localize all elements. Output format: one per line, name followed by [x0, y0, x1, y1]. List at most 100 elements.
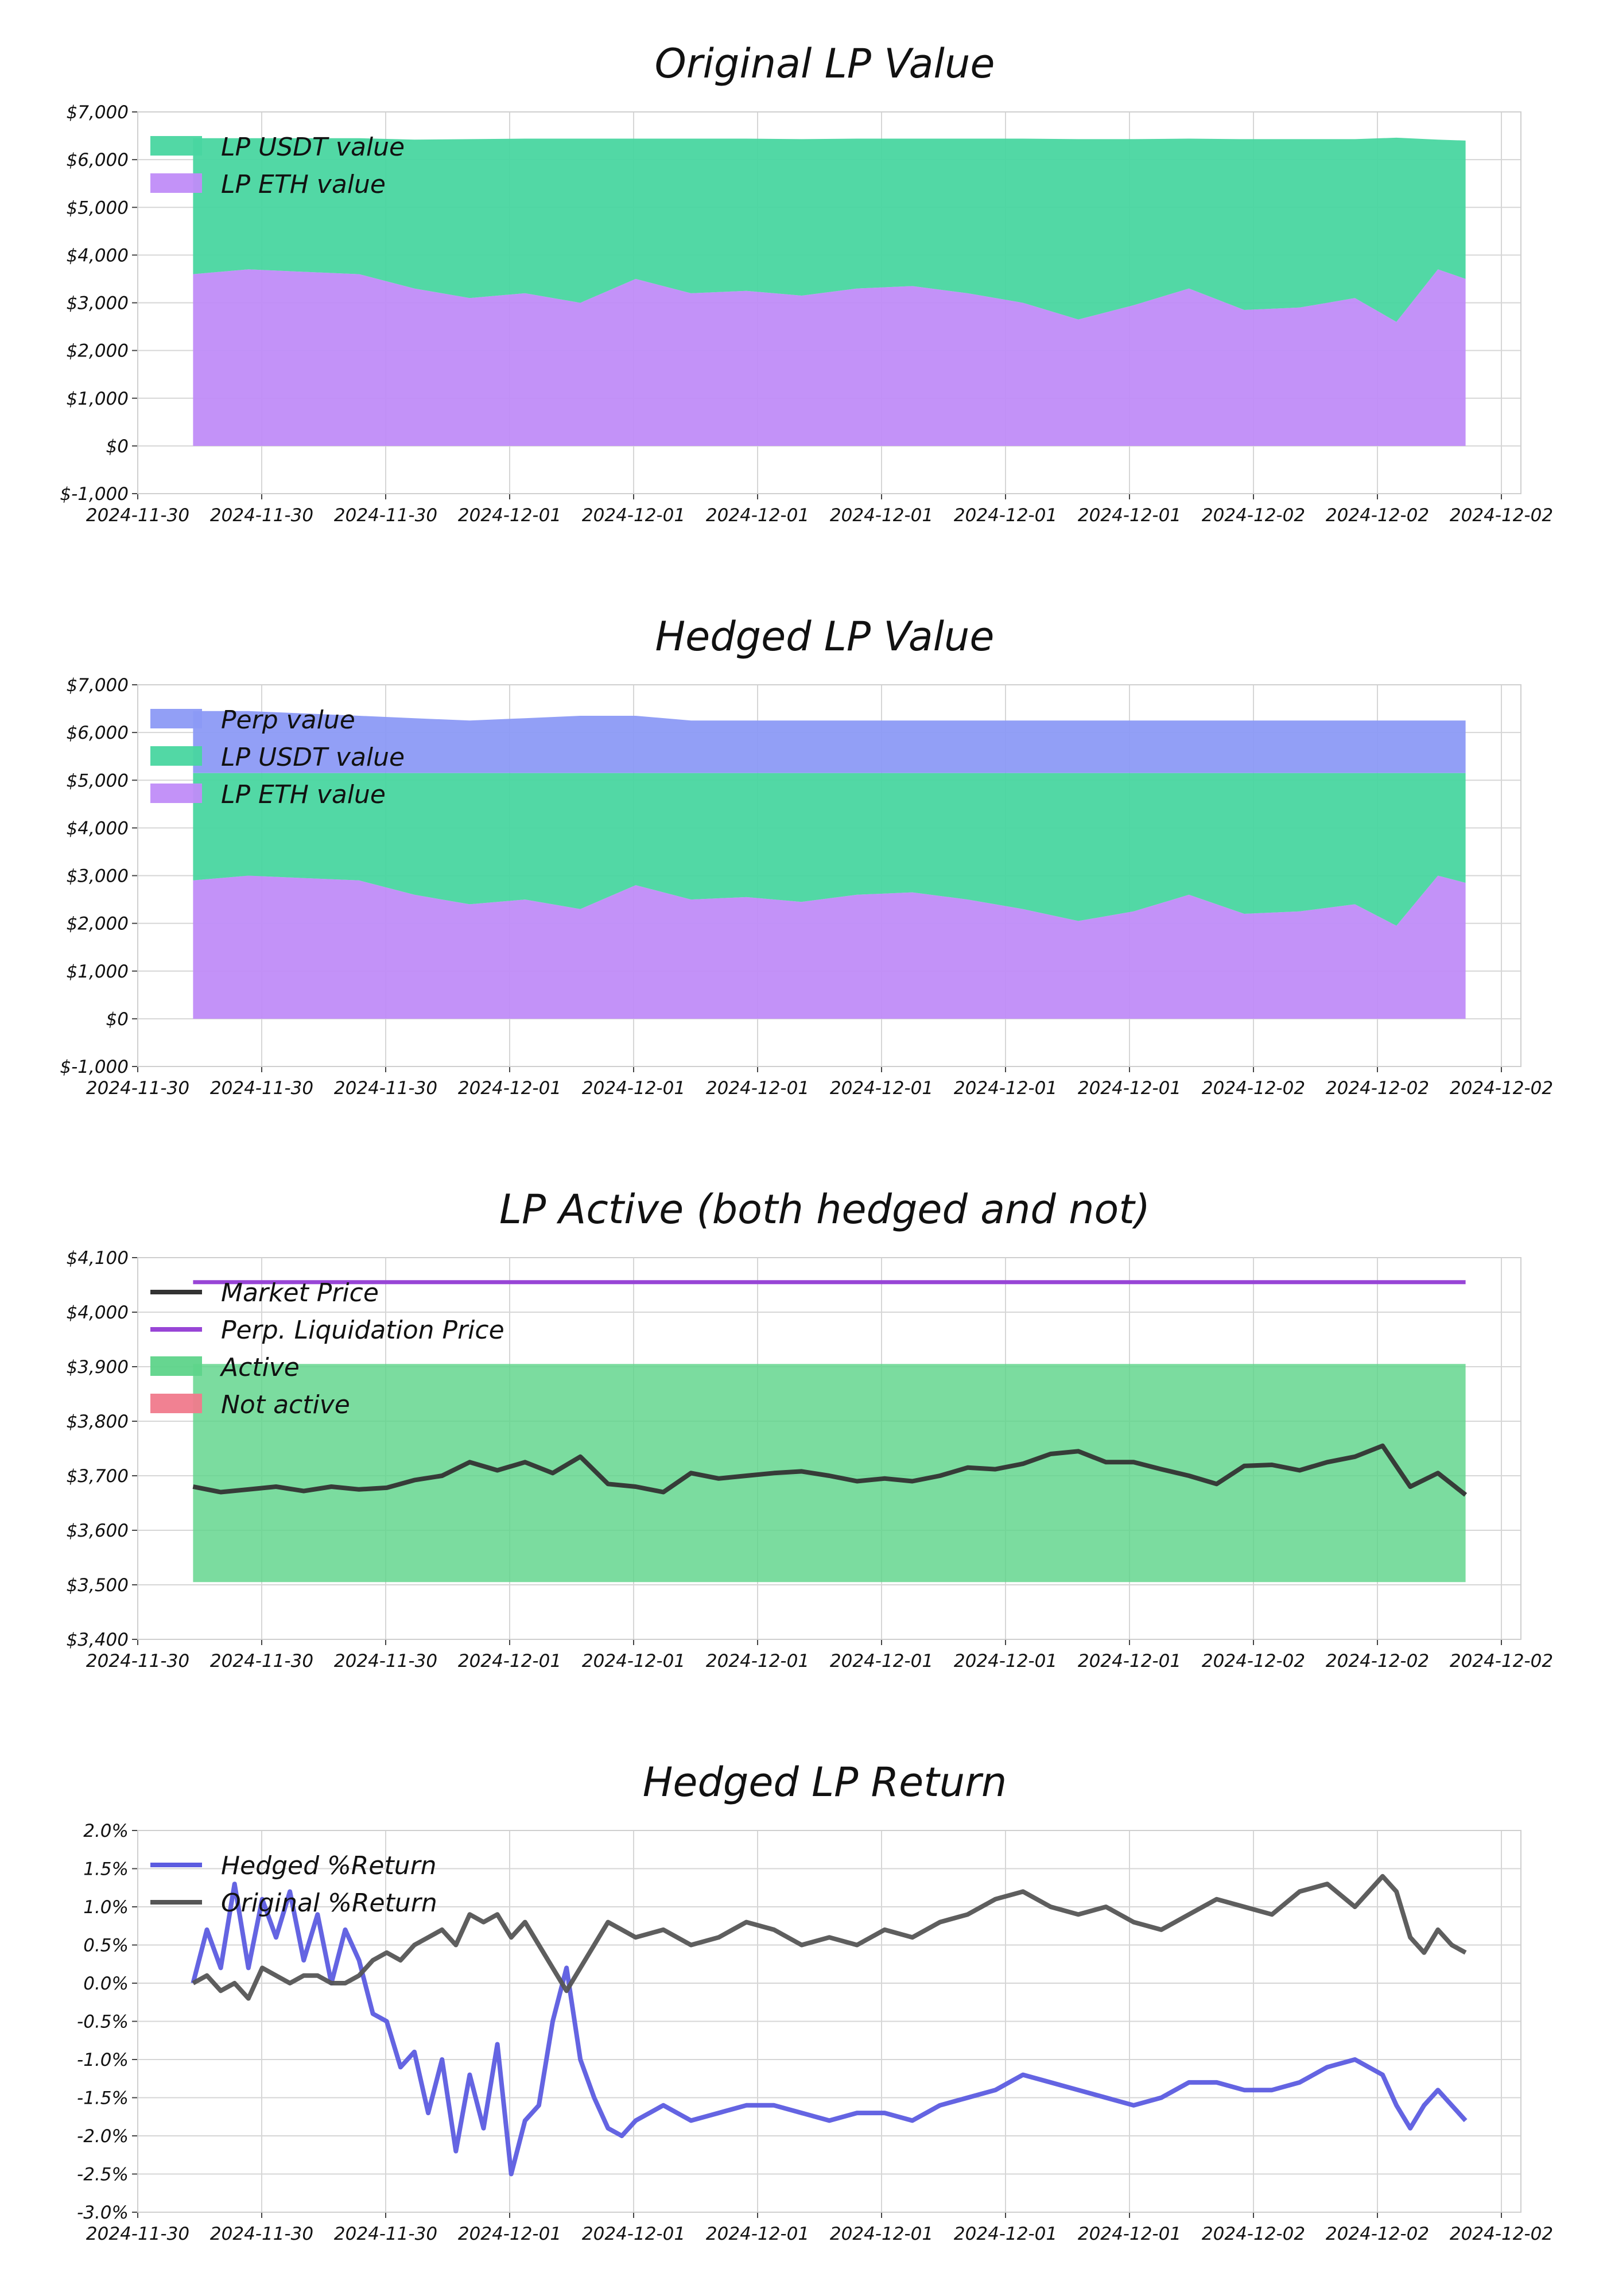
x-tick-label: 2024-12-01 [706, 2224, 809, 2244]
y-tick-label: $6,000 [67, 150, 129, 170]
x-tick-label: 2024-12-01 [458, 1078, 561, 1099]
legend-swatch [150, 173, 202, 193]
y-tick-label: $6,000 [67, 723, 129, 743]
x-tick-label: 2024-12-01 [954, 505, 1057, 526]
legend-label: Market Price [221, 1278, 379, 1308]
chart-title: Original LP Value [655, 40, 995, 87]
legend-swatch [150, 1356, 202, 1376]
legend-swatch [150, 1394, 202, 1413]
y-tick-label: 0.0% [83, 1973, 129, 1994]
chart-title: Hedged LP Return [643, 1759, 1007, 1806]
x-tick-label: 2024-11-30 [210, 2224, 313, 2244]
y-tick-label: $4,100 [67, 1248, 129, 1269]
legend-label: Perp. Liquidation Price [221, 1316, 504, 1345]
legend-label: LP ETH value [221, 170, 386, 199]
x-tick-label: 2024-12-01 [1078, 505, 1181, 526]
y-tick-label: $5,000 [67, 197, 129, 218]
y-tick-label: $3,600 [67, 1521, 129, 1541]
x-tick-label: 2024-11-30 [86, 2224, 189, 2244]
x-tick-label: 2024-11-30 [210, 505, 313, 526]
legend-label: LP USDT value [221, 743, 405, 772]
y-tick-label: -2.5% [77, 2165, 129, 2185]
y-tick-label: $2,000 [67, 914, 129, 934]
line-hedged-return [191, 1882, 1468, 2177]
x-tick-label: 2024-12-02 [1202, 505, 1305, 526]
y-tick-label: $4,000 [67, 1302, 129, 1323]
x-tick-label: 2024-12-01 [582, 505, 685, 526]
x-tick-label: 2024-12-01 [582, 1651, 685, 1671]
y-tick-label: $3,000 [67, 866, 129, 887]
legend-label: Perp value [221, 705, 355, 735]
y-tick-label: 1.5% [83, 1859, 129, 1880]
y-tick-label: $7,000 [67, 102, 129, 123]
y-tick-label: -3.0% [77, 2202, 129, 2223]
x-tick-label: 2024-12-01 [1078, 2224, 1181, 2244]
x-tick-label: 2024-12-01 [706, 1651, 809, 1671]
y-tick-label: 0.5% [83, 1936, 129, 1956]
legend-label: Hedged %Return [221, 1851, 437, 1880]
x-tick-label: 2024-12-02 [1326, 1078, 1429, 1099]
y-tick-label: $1,000 [67, 961, 129, 982]
x-tick-label: 2024-12-01 [954, 1078, 1057, 1099]
chart-1: Original LP Value $-1,000 $0 $1,000 $2,000 $3… [60, 40, 1553, 526]
y-tick-label: $2,000 [67, 341, 129, 362]
line-market-price [192, 1443, 1468, 1497]
y-tick-label: 2.0% [83, 1821, 129, 1841]
chart-title: Hedged LP Value [655, 613, 995, 660]
chart-3: LP Active (both hedged and not) $3,400 $3,… [67, 1186, 1554, 1671]
x-tick-label: 2024-11-30 [86, 1078, 189, 1099]
x-tick-label: 2024-12-01 [830, 1651, 933, 1671]
x-tick-label: 2024-12-01 [954, 2224, 1057, 2244]
y-tick-label: -1.5% [77, 2088, 129, 2109]
plot-frame [137, 111, 1521, 494]
area-lp-eth-value [193, 269, 1466, 446]
x-tick-label: 2024-12-01 [830, 1078, 933, 1099]
legend: Perp value LP USDT value LP ETH value [150, 705, 405, 809]
area-perp-value [193, 711, 1466, 773]
y-tick-label: $3,000 [67, 293, 129, 314]
x-tick-label: 2024-12-01 [1078, 1078, 1181, 1099]
x-tick-label: 2024-12-01 [458, 505, 561, 526]
x-tick-label: 2024-11-30 [86, 1651, 189, 1671]
x-tick-label: 2024-12-01 [458, 1651, 561, 1671]
y-tick-label: $3,900 [67, 1357, 129, 1378]
legend-swatch [150, 784, 202, 803]
x-tick-label: 2024-12-01 [706, 505, 809, 526]
y-tick-label: $-1,000 [60, 1057, 129, 1077]
legend-label: Not active [221, 1390, 350, 1420]
x-tick-label: 2024-12-01 [954, 1651, 1057, 1671]
chart-4: Hedged LP Return -3.0% -2.5% -2.0% -1.5% -1.0… [77, 1759, 1553, 2244]
line-original-return [192, 1874, 1467, 2001]
y-tick-label: $4,000 [67, 245, 129, 266]
legend: Market Price Perp. Liquidation Price Activ… [150, 1278, 504, 1420]
x-tick-label: 2024-12-01 [582, 2224, 685, 2244]
x-tick-label: 2024-11-30 [210, 1651, 313, 1671]
x-tick-label: 2024-12-02 [1202, 1078, 1305, 1099]
x-tick-label: 2024-12-02 [1202, 1651, 1305, 1671]
x-tick-label: 2024-12-02 [1202, 2224, 1305, 2244]
x-tick-label: 2024-11-30 [334, 1651, 437, 1671]
y-tick-label: -0.5% [77, 2012, 129, 2033]
x-tick-label: 2024-11-30 [334, 505, 437, 526]
x-tick-label: 2024-12-02 [1450, 505, 1553, 526]
chart-2: Hedged LP Value $-1,000 $0 $1,000 $2,000 $3,0… [60, 613, 1553, 1099]
legend-swatch [150, 709, 202, 728]
y-tick-label: 1.0% [83, 1897, 129, 1918]
x-tick-label: 2024-12-01 [830, 2224, 933, 2244]
y-tick-label: $1,000 [67, 389, 129, 409]
x-tick-label: 2024-12-02 [1326, 2224, 1429, 2244]
y-tick-label: $0 [106, 436, 129, 457]
y-tick-label: -1.0% [77, 2050, 129, 2070]
x-tick-label: 2024-12-02 [1326, 505, 1429, 526]
x-tick-label: 2024-12-01 [582, 1078, 685, 1099]
legend-label: Active [219, 1353, 300, 1382]
chart-title: LP Active (both hedged and not) [499, 1186, 1150, 1233]
x-tick-label: 2024-12-02 [1326, 1651, 1429, 1671]
plot-frame [137, 1257, 1521, 1640]
x-tick-label: 2024-12-02 [1450, 1078, 1553, 1099]
y-tick-label: -2.0% [77, 2126, 129, 2147]
legend-label: Original %Return [221, 1888, 437, 1918]
legend-swatch [150, 136, 202, 156]
x-tick-label: 2024-11-30 [86, 505, 189, 526]
